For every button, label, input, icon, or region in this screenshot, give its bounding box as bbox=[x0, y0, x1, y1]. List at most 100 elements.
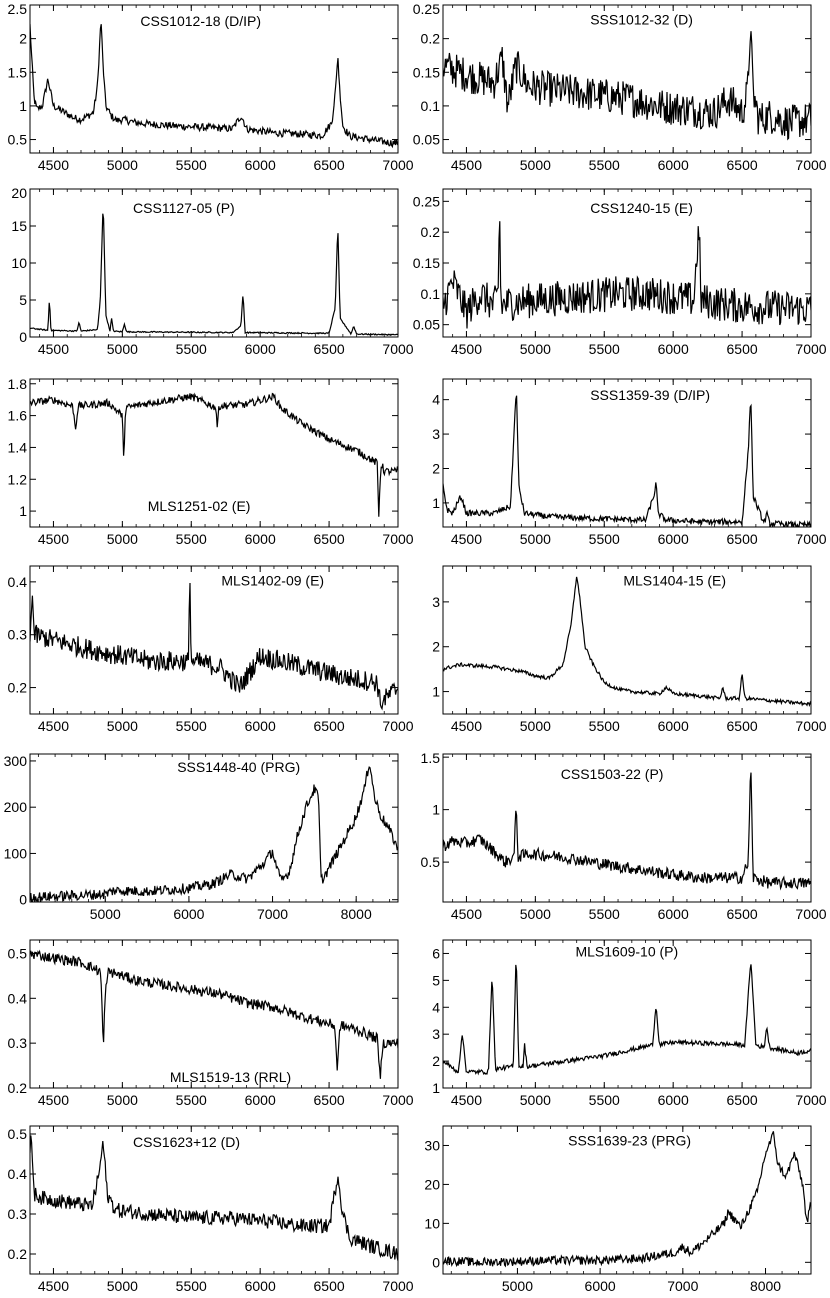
spectrum-line bbox=[30, 213, 398, 337]
spectrum-line bbox=[443, 772, 811, 891]
x-tick-label: 4500 bbox=[451, 906, 482, 922]
plot-frame bbox=[29, 4, 399, 154]
y-tick-label: 4 bbox=[432, 392, 440, 408]
spectrum-line bbox=[30, 23, 398, 149]
y-tick-label: 2 bbox=[19, 31, 27, 47]
y-tick-label: 0.25 bbox=[413, 1, 440, 17]
chart-title: SSS1448-40 (PRG) bbox=[177, 759, 300, 775]
y-tick-label: 15 bbox=[11, 218, 27, 234]
y-tick-label: 200 bbox=[4, 799, 28, 815]
y-tick-label: 1 bbox=[432, 495, 440, 511]
spectrum-line bbox=[30, 766, 398, 902]
x-tick-label: 5500 bbox=[589, 157, 620, 173]
x-tick-label: 6000 bbox=[245, 341, 276, 357]
x-tick-label: 5500 bbox=[589, 906, 620, 922]
chart-title: SSS1359-39 (D/IP) bbox=[590, 387, 710, 403]
x-tick-label: 7000 bbox=[382, 1092, 413, 1108]
y-tick-label: 20 bbox=[11, 185, 27, 201]
x-tick-label: 6000 bbox=[245, 157, 276, 173]
x-tick-label: 5000 bbox=[107, 157, 138, 173]
plot-frame bbox=[29, 378, 399, 528]
x-tick-label: 6500 bbox=[314, 157, 345, 173]
chart-title: CSS1623+12 (D) bbox=[133, 1134, 240, 1150]
plot-frame bbox=[442, 1125, 812, 1275]
y-tick-label: 2 bbox=[432, 1053, 440, 1069]
x-tick-label: 5500 bbox=[176, 157, 207, 173]
y-tick-label: 6 bbox=[432, 945, 440, 961]
y-tick-label: 0.2 bbox=[8, 1080, 28, 1096]
x-tick-label: 5000 bbox=[520, 906, 551, 922]
y-tick-label: 1 bbox=[19, 98, 27, 114]
y-tick-label: 1.6 bbox=[8, 408, 28, 424]
x-tick-label: 5500 bbox=[589, 341, 620, 357]
chart-title: MLS1251-02 (E) bbox=[148, 498, 251, 514]
y-tick-label: 0.3 bbox=[8, 1035, 28, 1051]
x-tick-label: 6000 bbox=[658, 341, 689, 357]
x-tick-label: 7000 bbox=[382, 341, 413, 357]
x-tick-label: 7000 bbox=[382, 1278, 413, 1294]
spectrum-line bbox=[30, 392, 398, 517]
x-tick-label: 5000 bbox=[107, 718, 138, 734]
x-tick-label: 6500 bbox=[727, 1092, 758, 1108]
x-tick-label: 6500 bbox=[727, 531, 758, 547]
x-tick-label: 6000 bbox=[585, 1278, 616, 1294]
x-tick-label: 5500 bbox=[589, 531, 620, 547]
x-tick-label: 6000 bbox=[658, 906, 689, 922]
chart-panel-7: 4500 5000 5500 6000 6500 7000 0.2 0.3 0.4 MLS1402… bbox=[8, 565, 414, 734]
y-tick-label: 3 bbox=[432, 1026, 440, 1042]
spectrum-line bbox=[30, 1135, 398, 1262]
chart-panel-13: 4500 5000 5500 6000 6500 7000 0.2 0.3 0.4 0.5 CSS1… bbox=[8, 1125, 414, 1294]
x-tick-label: 7000 bbox=[382, 531, 413, 547]
x-tick-label: 4500 bbox=[38, 1278, 69, 1294]
y-tick-label: 2 bbox=[432, 639, 440, 655]
y-tick-label: 2 bbox=[432, 460, 440, 476]
chart-panel-8: 4500 5000 5500 6000 6500 7000 1 2 3 MLS1404-15 (E… bbox=[432, 565, 827, 734]
chart-panel-14: 5000 6000 7000 8000 0 10 20 30 SSS1639-23 (PRG) bbox=[424, 1125, 812, 1294]
y-tick-label: 1.8 bbox=[8, 376, 28, 392]
y-tick-label: 0.15 bbox=[413, 64, 440, 80]
y-tick-label: 0.4 bbox=[8, 990, 28, 1006]
x-tick-label: 8000 bbox=[750, 1278, 781, 1294]
y-tick-label: 0.5 bbox=[8, 132, 28, 148]
y-tick-label: 1.2 bbox=[8, 471, 28, 487]
y-tick-label: 0 bbox=[19, 892, 27, 908]
x-tick-label: 4500 bbox=[38, 157, 69, 173]
y-tick-label: 0.1 bbox=[421, 98, 441, 114]
chart-panel-12: 4500 5000 5500 6000 6500 7000 1 2 3 4 5 6 MLS1609-10… bbox=[432, 939, 827, 1108]
y-tick-label: 0.05 bbox=[413, 132, 440, 148]
x-tick-label: 8000 bbox=[341, 906, 372, 922]
x-tick-label: 5500 bbox=[589, 718, 620, 734]
plot-frame bbox=[29, 939, 399, 1089]
y-tick-label: 0.05 bbox=[413, 317, 440, 333]
x-tick-label: 4500 bbox=[38, 531, 69, 547]
spectrum-line bbox=[443, 964, 811, 1076]
x-tick-label: 5500 bbox=[176, 531, 207, 547]
chart-title: MLS1402-09 (E) bbox=[221, 572, 324, 588]
chart-title: MLS1609-10 (P) bbox=[575, 943, 678, 959]
x-tick-label: 5500 bbox=[176, 1092, 207, 1108]
y-tick-label: 1 bbox=[19, 503, 27, 519]
x-tick-label: 6500 bbox=[314, 1092, 345, 1108]
x-tick-label: 5500 bbox=[589, 1092, 620, 1108]
y-tick-label: 4 bbox=[432, 999, 440, 1015]
x-tick-label: 4500 bbox=[38, 341, 69, 357]
y-tick-label: 3 bbox=[432, 594, 440, 610]
x-tick-label: 7000 bbox=[795, 1092, 826, 1108]
chart-panel-6: 4500 5000 5500 6000 6500 7000 1 2 3 4 SSS1359-39 (… bbox=[432, 378, 827, 547]
y-tick-label: 0.2 bbox=[8, 680, 28, 696]
y-tick-label: 30 bbox=[424, 1137, 440, 1153]
plot-frame bbox=[442, 378, 812, 528]
x-tick-label: 5000 bbox=[107, 1278, 138, 1294]
x-tick-label: 5000 bbox=[107, 531, 138, 547]
y-tick-label: 1.5 bbox=[8, 64, 28, 80]
x-tick-label: 6500 bbox=[727, 157, 758, 173]
x-tick-label: 7000 bbox=[667, 1278, 698, 1294]
chart-title: MLS1519-13 (RRL) bbox=[170, 1069, 291, 1085]
x-tick-label: 6000 bbox=[658, 718, 689, 734]
y-tick-label: 0.4 bbox=[8, 1166, 28, 1182]
spectrum-line bbox=[30, 582, 398, 711]
x-tick-label: 7000 bbox=[382, 157, 413, 173]
plot-frame bbox=[29, 1125, 399, 1275]
chart-title: CSS1240-15 (E) bbox=[590, 200, 693, 216]
y-tick-label: 300 bbox=[4, 753, 28, 769]
